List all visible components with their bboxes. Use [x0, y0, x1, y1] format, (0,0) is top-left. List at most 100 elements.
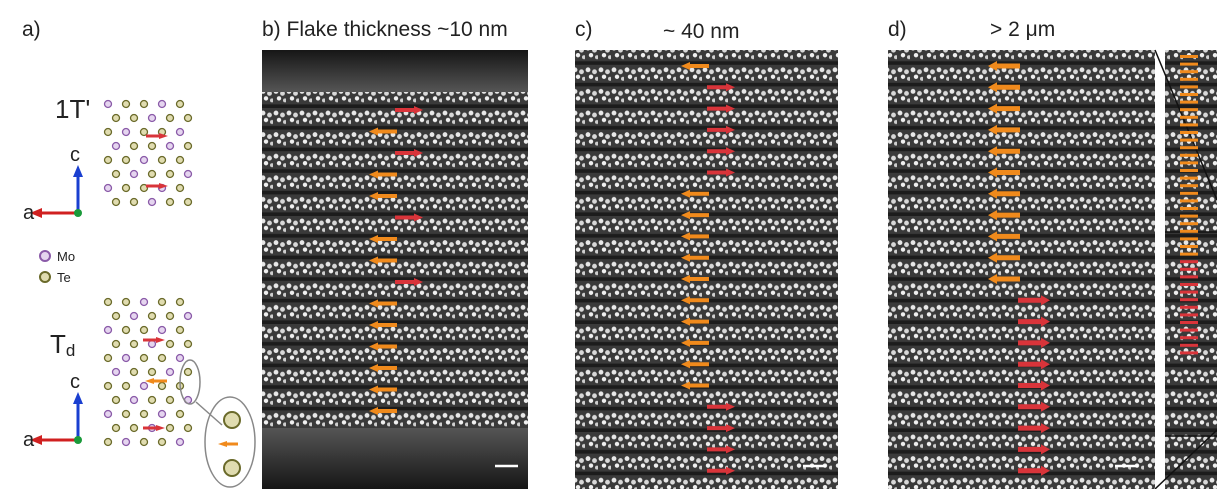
atom — [113, 425, 120, 432]
atom — [159, 327, 166, 334]
atom — [167, 199, 174, 206]
atom — [167, 143, 174, 150]
zoom-arrow — [1180, 329, 1198, 332]
atom — [123, 299, 130, 306]
atom — [167, 369, 174, 376]
zoom-arrow — [1180, 351, 1198, 354]
atom — [141, 383, 148, 390]
atom — [105, 327, 112, 334]
atom — [159, 383, 166, 390]
thickness-label: ~ 40 nm — [663, 20, 739, 43]
atom — [113, 397, 120, 404]
atom — [149, 143, 156, 150]
arrow-head — [218, 441, 227, 447]
zoom-arrow — [1180, 63, 1198, 66]
atom — [141, 101, 148, 108]
atom — [185, 171, 192, 178]
atom — [105, 185, 112, 192]
atom — [131, 425, 138, 432]
zoom-arrow — [1180, 131, 1198, 134]
zoom-arrow — [1180, 306, 1198, 309]
atom — [131, 313, 138, 320]
atom — [159, 101, 166, 108]
origin — [74, 209, 82, 217]
atom — [141, 299, 148, 306]
atom — [149, 397, 156, 404]
atom — [185, 143, 192, 150]
zoom-arrow — [1180, 283, 1198, 286]
origin — [74, 436, 82, 444]
zoom-arrow — [1180, 275, 1198, 278]
atom — [105, 355, 112, 362]
atom — [159, 439, 166, 446]
stem-image — [262, 50, 528, 489]
zoom-arrow — [1180, 298, 1198, 301]
zoom-arrow — [1180, 336, 1198, 339]
panel-label: d) — [888, 18, 907, 41]
zoom-arrow — [1180, 199, 1198, 202]
zoom-arrow — [1180, 260, 1198, 263]
zoom-arrow — [1180, 313, 1198, 316]
zoom-arrow — [1180, 154, 1198, 157]
atom — [141, 157, 148, 164]
zoom-arrow — [1180, 184, 1198, 187]
atom — [141, 439, 148, 446]
atom — [131, 171, 138, 178]
vacuum — [262, 50, 528, 92]
legend-label: Mo — [57, 249, 75, 264]
axis-head — [73, 165, 83, 177]
atom — [177, 185, 184, 192]
atom — [185, 199, 192, 206]
legend: Mo Te — [40, 249, 75, 285]
zoom-arrow — [1180, 146, 1198, 149]
atom — [167, 397, 174, 404]
zoom-arrow — [1180, 139, 1198, 142]
atom — [185, 313, 192, 320]
atom — [177, 101, 184, 108]
atom — [149, 115, 156, 122]
zoom-arrow — [1180, 230, 1198, 233]
atom — [185, 341, 192, 348]
legend-label: Te — [57, 270, 71, 285]
phase-subscript: d — [66, 341, 75, 360]
atom — [123, 101, 130, 108]
legend-mo — [40, 251, 50, 261]
atom — [131, 199, 138, 206]
atom — [123, 383, 130, 390]
zoom-arrow — [1180, 291, 1198, 294]
atom — [167, 313, 174, 320]
atom — [159, 355, 166, 362]
atom — [159, 411, 166, 418]
atom — [167, 115, 174, 122]
atom — [123, 157, 130, 164]
atom — [113, 171, 120, 178]
atom — [167, 341, 174, 348]
panel-label: a) — [22, 18, 41, 41]
axis-label: c — [70, 371, 80, 393]
atom — [131, 143, 138, 150]
atom — [185, 115, 192, 122]
zoom-arrow — [1180, 169, 1198, 172]
atom — [224, 460, 240, 476]
atom — [105, 383, 112, 390]
thickness-label: > 2 μm — [990, 18, 1055, 41]
atom — [105, 157, 112, 164]
atom — [177, 299, 184, 306]
atom — [105, 411, 112, 418]
atom — [113, 369, 120, 376]
zoom-arrow — [1180, 245, 1198, 248]
zoom-arrow — [1180, 101, 1198, 104]
atom — [177, 327, 184, 334]
zoom-arrow — [1180, 321, 1198, 324]
atom — [185, 369, 192, 376]
atom — [177, 355, 184, 362]
atom — [159, 157, 166, 164]
atom — [149, 369, 156, 376]
axis-label: c — [70, 144, 80, 166]
atom — [141, 355, 148, 362]
arrow-head — [156, 425, 165, 431]
atom — [177, 439, 184, 446]
zoom-arrow — [1180, 207, 1198, 210]
atom — [123, 327, 130, 334]
zoom-arrow — [1180, 93, 1198, 96]
